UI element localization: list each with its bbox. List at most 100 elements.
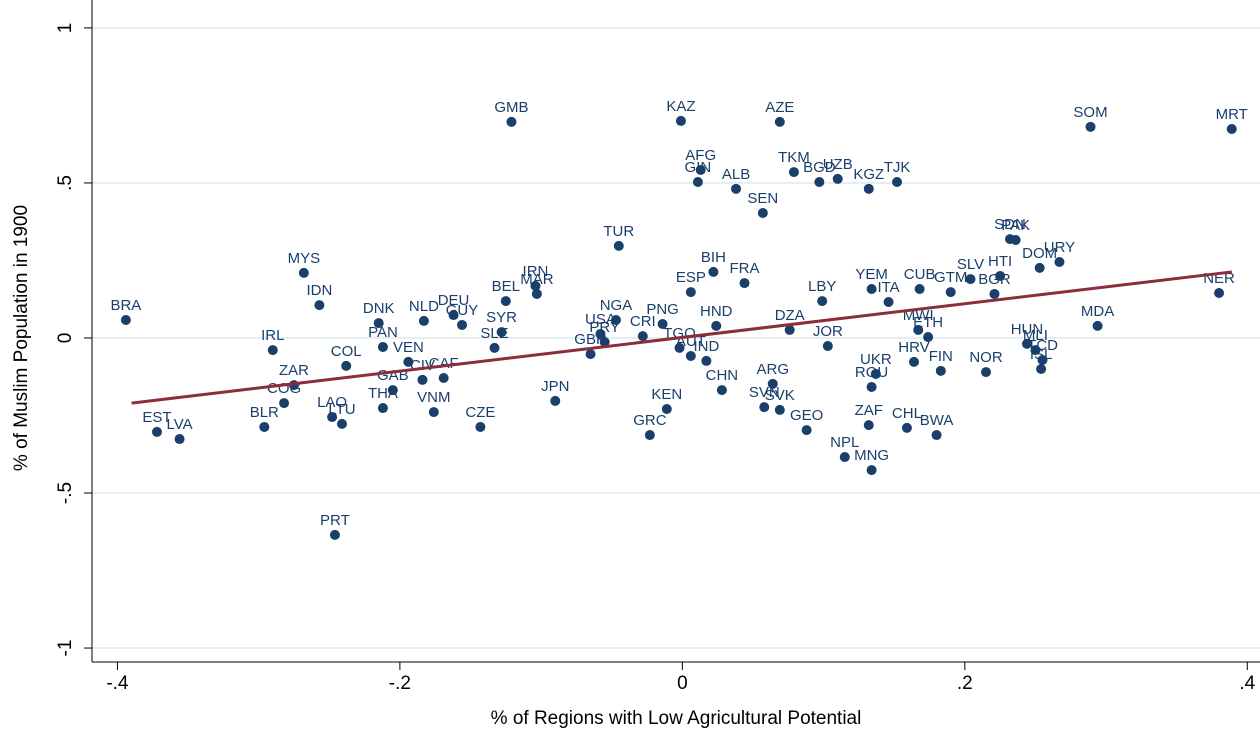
point — [438, 372, 449, 383]
point-label: ALB — [722, 166, 750, 183]
point-label: VNM — [417, 389, 450, 406]
point-label: NGA — [600, 297, 633, 314]
point — [151, 426, 162, 437]
point — [701, 355, 712, 366]
x-axis-title: % of Regions with Low Agricultural Poten… — [491, 708, 862, 729]
point — [695, 164, 706, 175]
point — [863, 183, 874, 194]
point — [935, 365, 946, 376]
point-label: CHN — [706, 367, 739, 384]
point — [767, 378, 778, 389]
point — [839, 452, 850, 463]
point — [657, 319, 668, 330]
point — [901, 422, 912, 433]
point — [373, 318, 384, 329]
point-label: CHL — [892, 405, 922, 422]
point — [595, 328, 606, 339]
point — [674, 342, 685, 353]
point-label: DZA — [775, 307, 805, 324]
point — [788, 167, 799, 178]
point — [817, 296, 828, 307]
point — [1021, 338, 1032, 349]
point-label: KGZ — [853, 166, 884, 183]
point-label: BEL — [492, 278, 520, 295]
point-label: ETH — [913, 314, 943, 331]
point-label: USA — [585, 311, 616, 328]
point — [120, 314, 131, 325]
point-label: TKM — [778, 149, 810, 166]
point — [908, 356, 919, 367]
point-label: SDN — [994, 216, 1026, 233]
point-label: GEO — [790, 407, 823, 424]
point — [814, 177, 825, 188]
point-label: SEN — [747, 190, 778, 207]
point-label: MLI — [1023, 327, 1048, 344]
point-label: SOM — [1073, 104, 1107, 121]
point-label: SLV — [957, 256, 984, 273]
y-tick-label: 1 — [55, 23, 76, 34]
point-label: PNG — [646, 301, 679, 318]
point-label: BRA — [110, 297, 141, 314]
point — [448, 310, 459, 321]
point — [708, 266, 719, 277]
y-tick-label: 0 — [55, 333, 76, 344]
point — [784, 324, 795, 335]
point-label: MYS — [288, 250, 321, 267]
point — [866, 381, 877, 392]
point-label: FIN — [929, 348, 953, 365]
point — [585, 349, 596, 360]
point — [377, 403, 388, 414]
point — [387, 385, 398, 396]
point-label: AZE — [765, 99, 794, 116]
point-label: HUN — [1011, 321, 1044, 338]
point — [475, 421, 486, 432]
point — [965, 274, 976, 285]
point — [661, 403, 672, 414]
point-label: NLD — [409, 298, 439, 315]
point — [913, 324, 924, 335]
point — [336, 418, 347, 429]
point-label: BLR — [250, 404, 279, 421]
point-label: GUY — [446, 302, 479, 319]
point — [457, 319, 468, 330]
point — [989, 288, 1000, 299]
point-label: LTU — [328, 401, 355, 418]
point-label: BGR — [978, 271, 1011, 288]
point — [675, 115, 686, 126]
point — [403, 356, 414, 367]
point-label: CZE — [465, 404, 495, 421]
point-label: UKR — [860, 351, 892, 368]
point-label: NPL — [830, 434, 859, 451]
point — [981, 367, 992, 378]
point — [1226, 123, 1237, 134]
point-label: GMB — [494, 99, 528, 116]
point — [644, 430, 655, 441]
point-label: MDA — [1081, 303, 1114, 320]
point-label: NOR — [969, 349, 1003, 366]
point-label: PAN — [368, 324, 398, 341]
point — [496, 327, 507, 338]
x-tick-label: .2 — [957, 673, 973, 694]
point — [489, 342, 500, 353]
point-label: IRN — [523, 263, 549, 280]
y-axis-title: % of Muslim Population in 1900 — [11, 205, 32, 471]
point — [506, 116, 517, 127]
point-label: SLE — [480, 325, 508, 342]
point-label: HTI — [988, 253, 1012, 270]
point — [1036, 363, 1047, 374]
point — [832, 173, 843, 184]
point — [259, 421, 270, 432]
fit-line — [131, 270, 1232, 405]
x-tick-label: 0 — [677, 673, 688, 694]
point-label: SYR — [486, 309, 517, 326]
point — [329, 529, 340, 540]
point-label: IDN — [306, 282, 332, 299]
point-label: DOM — [1022, 245, 1057, 262]
point-label: AFG — [685, 147, 716, 164]
point-label: JPN — [541, 378, 569, 395]
point-label: ESP — [676, 269, 706, 286]
point-label: IND — [693, 338, 719, 355]
point-label: ISL — [1030, 346, 1053, 363]
point-label: PRY — [589, 319, 620, 336]
